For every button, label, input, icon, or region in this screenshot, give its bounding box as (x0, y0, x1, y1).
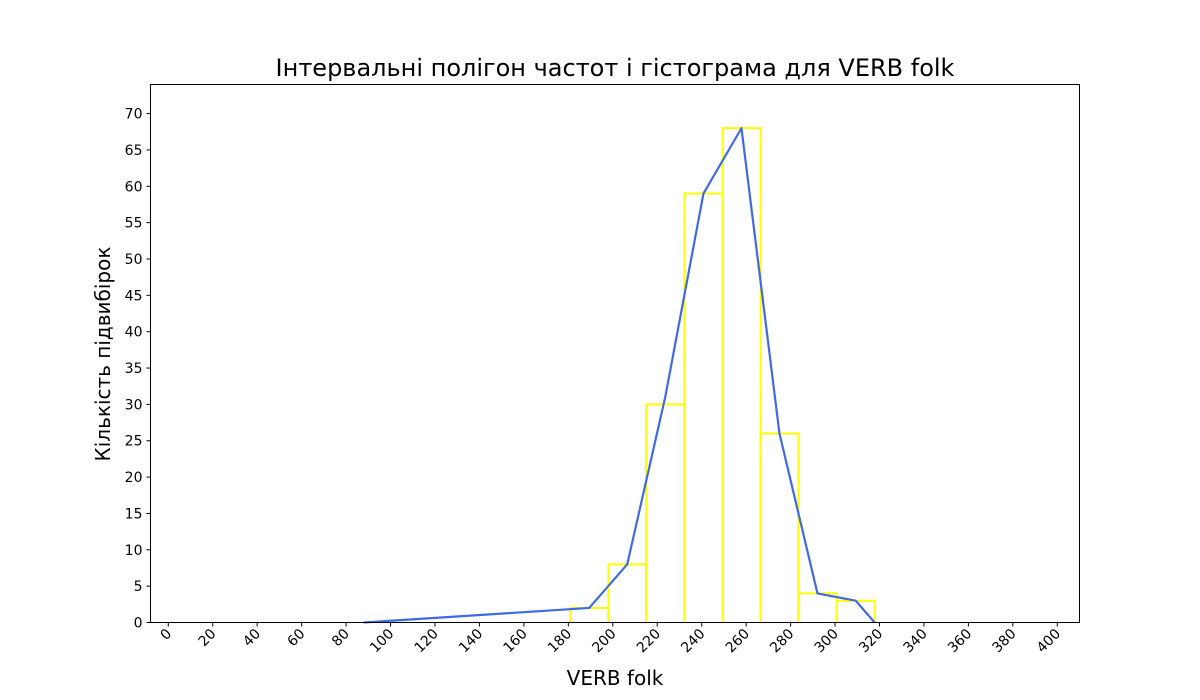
histogram-bar (835, 599, 876, 623)
y-tick-label: 15 (125, 506, 143, 522)
x-tick-label: 100 (367, 626, 397, 656)
y-tick-label: 65 (125, 143, 143, 159)
x-tick-label: 220 (634, 626, 664, 656)
y-tick-label: 55 (125, 216, 143, 232)
x-tick-label: 120 (412, 626, 442, 656)
histogram-bar (797, 592, 838, 623)
frequency-polygon-line (363, 127, 876, 624)
polygon-point (626, 563, 629, 566)
x-tick-label: 40 (240, 626, 264, 650)
polygon-point (702, 192, 705, 195)
histogram-bar (607, 563, 648, 623)
y-tick-label: 40 (125, 325, 143, 341)
plot-frame (150, 84, 1080, 623)
histogram-bar (759, 432, 800, 623)
y-tick-label: 5 (134, 579, 143, 595)
x-tick-label: 60 (285, 626, 309, 650)
polygon-point (664, 396, 667, 398)
x-tick-label: 380 (989, 626, 1019, 656)
y-axis-label: Кількість підвибірок (91, 247, 115, 462)
y-tick-label: 10 (125, 543, 143, 559)
x-tick-label: 300 (812, 626, 842, 656)
histogram-bar (721, 127, 762, 623)
x-tick-label: 160 (500, 626, 530, 656)
histogram-bar (645, 403, 686, 623)
polygon-point (588, 607, 591, 609)
x-tick-label: 80 (329, 626, 353, 650)
x-tick-label: 360 (945, 626, 975, 656)
x-axis-label: VERB folk (567, 666, 664, 690)
x-tick-label: 320 (856, 626, 886, 656)
y-tick-label: 45 (125, 288, 143, 304)
y-axis-ticks: 0 5 10 15 20 25 30 35 40 45 50 55 60 65 70 (125, 107, 151, 632)
x-tick-label: 400 (1034, 626, 1064, 656)
polygon-point (816, 592, 819, 595)
histogram-bar (569, 606, 610, 623)
x-tick-label: 240 (678, 626, 708, 656)
polygon-point (778, 432, 781, 435)
y-tick-label: 30 (125, 397, 143, 413)
chart-title: Інтервальні полігон частот і гістограма … (276, 54, 955, 82)
y-tick-label: 60 (125, 179, 143, 195)
y-tick-label: 20 (125, 470, 143, 486)
x-axis-ticks: 0 20 40 60 80 100 120 140 160 180 200 220 240 260 280 3… (157, 622, 1064, 656)
y-tick-label: 25 (125, 434, 143, 450)
x-tick-label: 20 (196, 626, 220, 650)
y-tick-label: 35 (125, 361, 143, 377)
polygon-point (854, 599, 857, 602)
polygon-point (740, 127, 743, 129)
x-tick-label: 280 (767, 626, 797, 656)
x-tick-label: 340 (901, 626, 931, 656)
histogram-bar (683, 192, 724, 623)
x-tick-label: 0 (157, 626, 175, 644)
y-tick-label: 0 (134, 616, 143, 632)
x-tick-label: 200 (589, 626, 619, 656)
x-tick-label: 180 (545, 626, 575, 656)
y-tick-label: 50 (125, 252, 143, 268)
histogram-layer (569, 127, 876, 623)
x-tick-label: 260 (723, 626, 753, 656)
x-tick-label: 140 (456, 626, 486, 656)
y-tick-label: 70 (125, 107, 143, 123)
